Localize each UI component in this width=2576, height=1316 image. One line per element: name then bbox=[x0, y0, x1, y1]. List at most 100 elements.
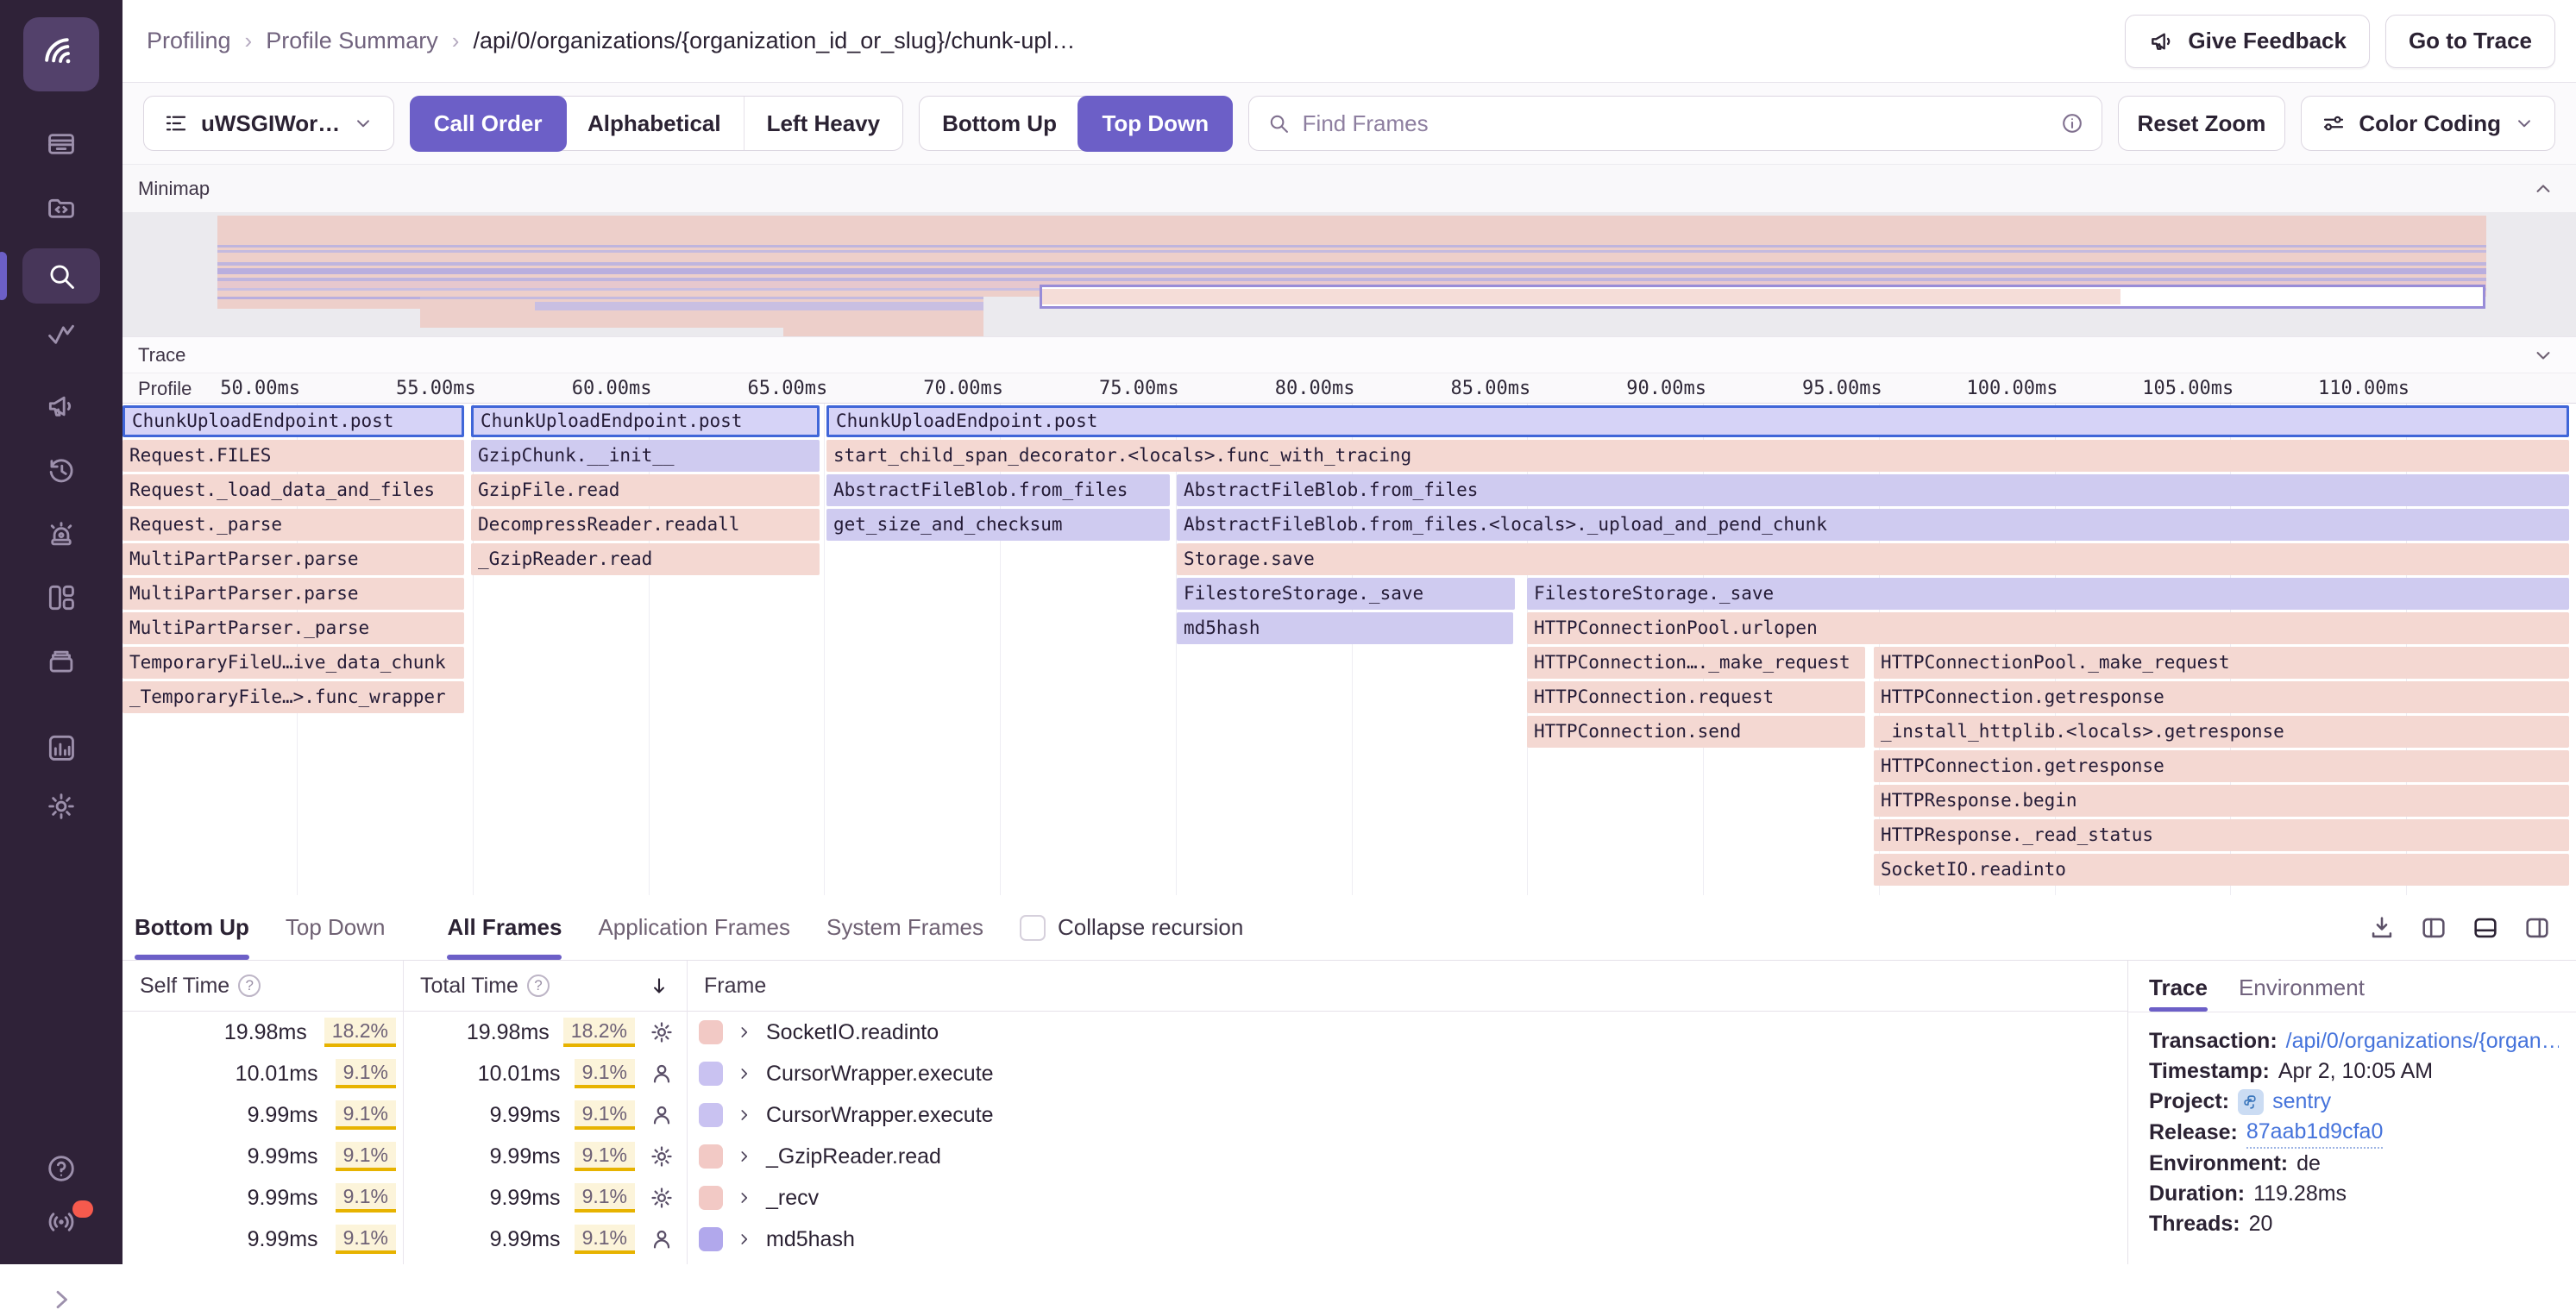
expand-chevron-icon[interactable] bbox=[735, 1023, 754, 1042]
flame-frame[interactable]: GzipFile.read bbox=[471, 474, 820, 506]
flame-frame-selected[interactable]: ChunkUploadEndpoint.post bbox=[471, 405, 820, 437]
sort-option-call-order[interactable]: Call Order bbox=[409, 95, 567, 152]
flame-frame[interactable]: AbstractFileBlob.from_files.<locals>._up… bbox=[1177, 509, 2569, 541]
breadcrumb-item[interactable]: Profiling bbox=[147, 28, 231, 53]
search-input[interactable] bbox=[1300, 109, 2050, 138]
total-time-header[interactable]: Total Time ? bbox=[403, 974, 687, 999]
layout-left-icon[interactable] bbox=[2419, 913, 2448, 943]
layout-right-icon[interactable] bbox=[2523, 913, 2552, 943]
flame-frame[interactable]: HTTPConnection…._make_request bbox=[1527, 647, 1865, 679]
table-row[interactable]: 19.98ms 18.2% 19.98ms 18.2% SocketIO.readint… bbox=[123, 1012, 2127, 1053]
self-time-header[interactable]: Self Time ? bbox=[123, 974, 403, 999]
table-row[interactable]: 9.99ms 9.1% 9.99ms 9.1% md5hash bbox=[123, 1219, 2127, 1260]
sort-option-alphabetical[interactable]: Alphabetical bbox=[587, 110, 721, 136]
sidebar-item-whats-new-broadcast[interactable] bbox=[0, 1200, 123, 1238]
find-frames-search[interactable] bbox=[1247, 96, 2102, 151]
direction-option-bottom-up[interactable]: Bottom Up bbox=[942, 110, 1057, 136]
flame-frame[interactable]: get_size_and_checksum bbox=[826, 509, 1170, 541]
sidebar-item-help[interactable] bbox=[0, 1152, 123, 1185]
flame-frame[interactable]: MultiPartParser.parse bbox=[123, 543, 464, 575]
details-field-link[interactable]: /api/0/organizations/{organ… bbox=[2285, 1029, 2559, 1053]
flame-frame[interactable]: md5hash bbox=[1177, 612, 1513, 644]
flamegraph-canvas[interactable]: ChunkUploadEndpoint.post ChunkUploadEndpo… bbox=[123, 404, 2576, 896]
flame-frame[interactable]: MultiPartParser._parse bbox=[123, 612, 464, 644]
sidebar-item-replays-history[interactable] bbox=[0, 454, 123, 486]
flame-frame[interactable]: DecompressReader.readall bbox=[471, 509, 820, 541]
flame-frame[interactable]: HTTPConnection.request bbox=[1527, 681, 1865, 713]
flame-frame[interactable]: AbstractFileBlob.from_files bbox=[826, 474, 1170, 506]
tab-system-frames[interactable]: System Frames bbox=[826, 914, 984, 940]
collapse-recursion-checkbox[interactable]: Collapse recursion bbox=[1020, 895, 1243, 960]
sidebar-item-settings-gear[interactable] bbox=[0, 790, 123, 823]
flame-frame[interactable]: Request._parse bbox=[123, 509, 464, 541]
flame-frame[interactable]: MultiPartParser.parse bbox=[123, 578, 464, 610]
flame-frame[interactable]: HTTPResponse.begin bbox=[1874, 785, 2569, 817]
sidebar-item-expand-chevron[interactable] bbox=[0, 1283, 123, 1316]
thread-selector-dropdown[interactable]: uWSGIWor… bbox=[143, 96, 395, 151]
sidebar-item-stats-bars[interactable] bbox=[0, 731, 123, 764]
direction-option-top-down[interactable]: Top Down bbox=[1078, 95, 1234, 152]
minimap-viewport[interactable] bbox=[1040, 285, 2485, 309]
sidebar-item-search[interactable] bbox=[0, 248, 123, 304]
sidebar-item-issues-inbox[interactable] bbox=[0, 128, 123, 160]
tab-all-frames[interactable]: All Frames bbox=[447, 895, 562, 960]
download-icon[interactable] bbox=[2367, 913, 2397, 943]
sidebar-item-alerts-siren[interactable] bbox=[0, 517, 123, 550]
sort-option-left-heavy[interactable]: Left Heavy bbox=[743, 97, 903, 150]
breadcrumb-item[interactable]: /api/0/organizations/{organization_id_or… bbox=[473, 28, 1076, 53]
details-tab-trace[interactable]: Trace bbox=[2149, 974, 2208, 1012]
give-feedback-button[interactable]: Give Feedback bbox=[2125, 14, 2370, 68]
flame-frame[interactable]: AbstractFileBlob.from_files bbox=[1177, 474, 2569, 506]
sidebar-item-dashboards-grid[interactable] bbox=[0, 581, 123, 614]
flame-frame[interactable]: Request.FILES bbox=[123, 440, 464, 472]
sidebar-item-releases-archive[interactable] bbox=[0, 645, 123, 678]
flame-frame[interactable]: FilestoreStorage._save bbox=[1527, 578, 2569, 610]
details-field-link[interactable]: 87aab1d9cfa0 bbox=[2246, 1117, 2384, 1149]
tab-top-down[interactable]: Top Down bbox=[285, 914, 386, 940]
color-coding-dropdown[interactable]: Color Coding bbox=[2301, 96, 2555, 151]
breadcrumb-item[interactable]: Profile Summary bbox=[266, 28, 438, 53]
flame-frame[interactable]: TemporaryFileU…ive_data_chunk bbox=[123, 647, 464, 679]
flame-frame[interactable]: FilestoreStorage._save bbox=[1177, 578, 1515, 610]
details-tab-environment[interactable]: Environment bbox=[2238, 974, 2365, 1000]
flame-frame-selected[interactable]: ChunkUploadEndpoint.post bbox=[826, 405, 2569, 437]
project-link[interactable]: sentry bbox=[2272, 1089, 2332, 1113]
flame-frame[interactable]: HTTPConnection.getresponse bbox=[1874, 750, 2569, 782]
expand-chevron-icon[interactable] bbox=[735, 1064, 754, 1083]
flame-frame[interactable]: HTTPConnectionPool._make_request bbox=[1874, 647, 2569, 679]
reset-zoom-button[interactable]: Reset Zoom bbox=[2117, 96, 2286, 151]
flame-frame-selected[interactable]: ChunkUploadEndpoint.post bbox=[123, 405, 464, 437]
sidebar-item-performance-zigzag[interactable] bbox=[0, 317, 123, 350]
flame-frame[interactable]: _GzipReader.read bbox=[471, 543, 820, 575]
sidebar-item-feedback-megaphone[interactable] bbox=[0, 390, 123, 423]
table-row[interactable]: 9.99ms 9.1% 9.99ms 9.1% _GzipReader.read bbox=[123, 1136, 2127, 1177]
frame-header[interactable]: Frame bbox=[704, 973, 767, 998]
flame-frame[interactable]: _TemporaryFile…>.func_wrapper bbox=[123, 681, 464, 713]
flame-frame[interactable]: HTTPConnectionPool.urlopen bbox=[1527, 612, 2569, 644]
flame-frame[interactable]: start_child_span_decorator.<locals>.func… bbox=[826, 440, 2569, 472]
layout-bottom-icon[interactable] bbox=[2471, 913, 2500, 943]
flame-frame[interactable]: HTTPConnection.send bbox=[1527, 716, 1865, 748]
expand-chevron-icon[interactable] bbox=[735, 1188, 754, 1207]
sidebar-item-projects-folder[interactable] bbox=[0, 191, 123, 224]
minimap[interactable] bbox=[123, 212, 2576, 336]
flame-frame[interactable]: HTTPResponse._read_status bbox=[1874, 819, 2569, 851]
checkbox[interactable] bbox=[1020, 914, 1046, 941]
table-row[interactable]: 9.99ms 9.1% 9.99ms 9.1% CursorWrapper.execut… bbox=[123, 1094, 2127, 1136]
flame-frame[interactable]: SocketIO.readinto bbox=[1874, 854, 2569, 886]
expand-chevron-icon[interactable] bbox=[735, 1230, 754, 1249]
table-row[interactable]: 10.01ms 9.1% 10.01ms 9.1% CursorWrapper.exec… bbox=[123, 1053, 2127, 1094]
flame-frame[interactable]: HTTPConnection.getresponse bbox=[1874, 681, 2569, 713]
tab-application-frames[interactable]: Application Frames bbox=[598, 914, 790, 940]
expand-chevron-icon[interactable] bbox=[735, 1147, 754, 1166]
info-icon[interactable] bbox=[2060, 111, 2084, 135]
table-row[interactable]: 9.99ms 9.1% 9.99ms 9.1% _recv bbox=[123, 1177, 2127, 1219]
go-to-trace-button[interactable]: Go to Trace bbox=[2384, 14, 2555, 68]
tab-bottom-up[interactable]: Bottom Up bbox=[135, 895, 249, 960]
chevron-up-icon[interactable] bbox=[2531, 177, 2555, 201]
chevron-down-icon[interactable] bbox=[2531, 343, 2555, 367]
expand-chevron-icon[interactable] bbox=[735, 1106, 754, 1125]
flame-frame[interactable]: GzipChunk.__init__ bbox=[471, 440, 820, 472]
flame-frame[interactable]: Storage.save bbox=[1177, 543, 2569, 575]
flame-frame[interactable]: Request._load_data_and_files bbox=[123, 474, 464, 506]
